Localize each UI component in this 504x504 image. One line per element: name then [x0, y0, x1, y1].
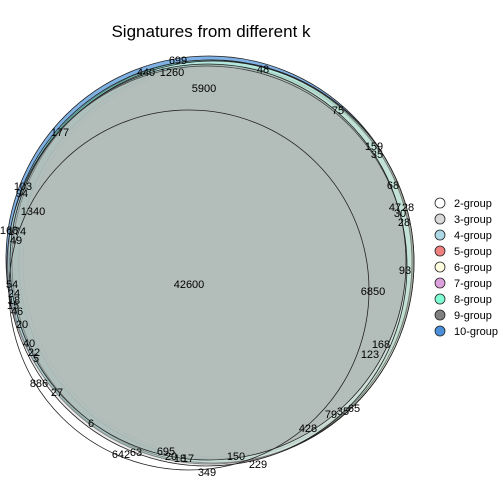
region-value-label: 349: [198, 467, 216, 479]
region-value-label: 15: [7, 300, 19, 312]
legend-swatch-9-group: [434, 309, 446, 321]
region-value-label: 428: [299, 423, 317, 435]
region-value-label: 54: [6, 279, 18, 291]
region-value-label: 18: [8, 295, 20, 307]
region-value-label: 5900: [192, 83, 216, 95]
legend-swatch-6-group: [434, 261, 446, 273]
region-value-label: 159: [365, 141, 383, 153]
legend-label-5-group: 5-group: [454, 246, 492, 258]
legend-label-2-group: 2-group: [454, 198, 492, 210]
region-value-label: 150: [227, 451, 245, 463]
region-value-label: 229: [249, 459, 267, 471]
legend-label-7-group: 7-group: [454, 278, 492, 290]
region-value-label: 642: [112, 449, 130, 461]
legend-label-6-group: 6-group: [454, 262, 492, 274]
set-circle-2-group: [8, 109, 370, 471]
region-value-label: 440: [137, 67, 155, 79]
region-value-label: 28: [402, 202, 414, 214]
region-value-label: 35: [371, 149, 383, 161]
legend-swatch-3-group: [434, 213, 446, 225]
set-circles: [5, 55, 415, 471]
region-value-label: 79: [325, 409, 337, 421]
legend-label-9-group: 9-group: [454, 310, 492, 322]
region-value-label: 75: [332, 105, 344, 117]
legend-swatch-10-group: [434, 325, 446, 337]
region-value-label: 30: [394, 208, 406, 220]
region-value-label: 22: [28, 347, 40, 359]
legend-swatch-5-group: [434, 245, 446, 257]
region-value-label: 1340: [21, 206, 45, 218]
region-value-label: 20: [165, 451, 177, 463]
region-value-label: 63: [130, 447, 142, 459]
set-circle-3-group: [6, 65, 408, 467]
region-value-label: 6: [88, 418, 94, 430]
legend-label-8-group: 8-group: [454, 294, 492, 306]
region-value-label: 28: [398, 217, 410, 229]
legend-swatch-4-group: [434, 229, 446, 241]
region-value-label: 6850: [361, 286, 385, 298]
legend: 2-group 3-group 4-group 5-group 6-group 7-gro…: [434, 197, 498, 338]
region-value-label: 47: [389, 202, 401, 214]
region-value-label: 24: [8, 288, 20, 300]
legend-label-4-group: 4-group: [454, 230, 492, 242]
region-value-label: 17: [182, 453, 194, 465]
legend-label-10-group: 10-group: [454, 326, 498, 338]
region-value-label: 886: [30, 378, 48, 390]
region-value-label: 46: [11, 306, 23, 318]
legend-swatch-2-group: [434, 197, 446, 209]
region-value-label: 174: [8, 226, 26, 238]
set-circle-9-group: [9, 63, 407, 461]
legend-swatch-8-group: [434, 293, 446, 305]
region-value-label: 168: [372, 339, 390, 351]
region-value-label: 42600: [174, 279, 205, 291]
region-value-label: 49: [10, 235, 22, 247]
region-value-label: 123: [361, 349, 379, 361]
region-value-label: 20: [16, 319, 28, 331]
region-value-label: 103: [14, 181, 32, 193]
region-value-label: 695: [157, 446, 175, 458]
region-value-label: 65: [348, 403, 360, 415]
region-value-label: 18: [174, 453, 186, 465]
region-value-label: 93: [399, 265, 411, 277]
chart-title: Signatures from different k: [111, 22, 311, 41]
region-value-label: 27: [51, 387, 63, 399]
region-value-label: 94: [16, 188, 28, 200]
region-value-label: 5: [33, 353, 39, 365]
region-value-label: 40: [23, 338, 35, 350]
region-value-label: 699: [169, 55, 187, 67]
region-value-label: 1260: [160, 67, 184, 79]
region-value-label: 35: [337, 406, 349, 418]
legend-label-3-group: 3-group: [454, 214, 492, 226]
region-value-label: 168: [0, 225, 18, 237]
legend-swatch-7-group: [434, 277, 446, 289]
region-value-label: 48: [257, 64, 269, 76]
region-value-label: 68: [387, 180, 399, 192]
region-value-label: 177: [51, 127, 69, 139]
